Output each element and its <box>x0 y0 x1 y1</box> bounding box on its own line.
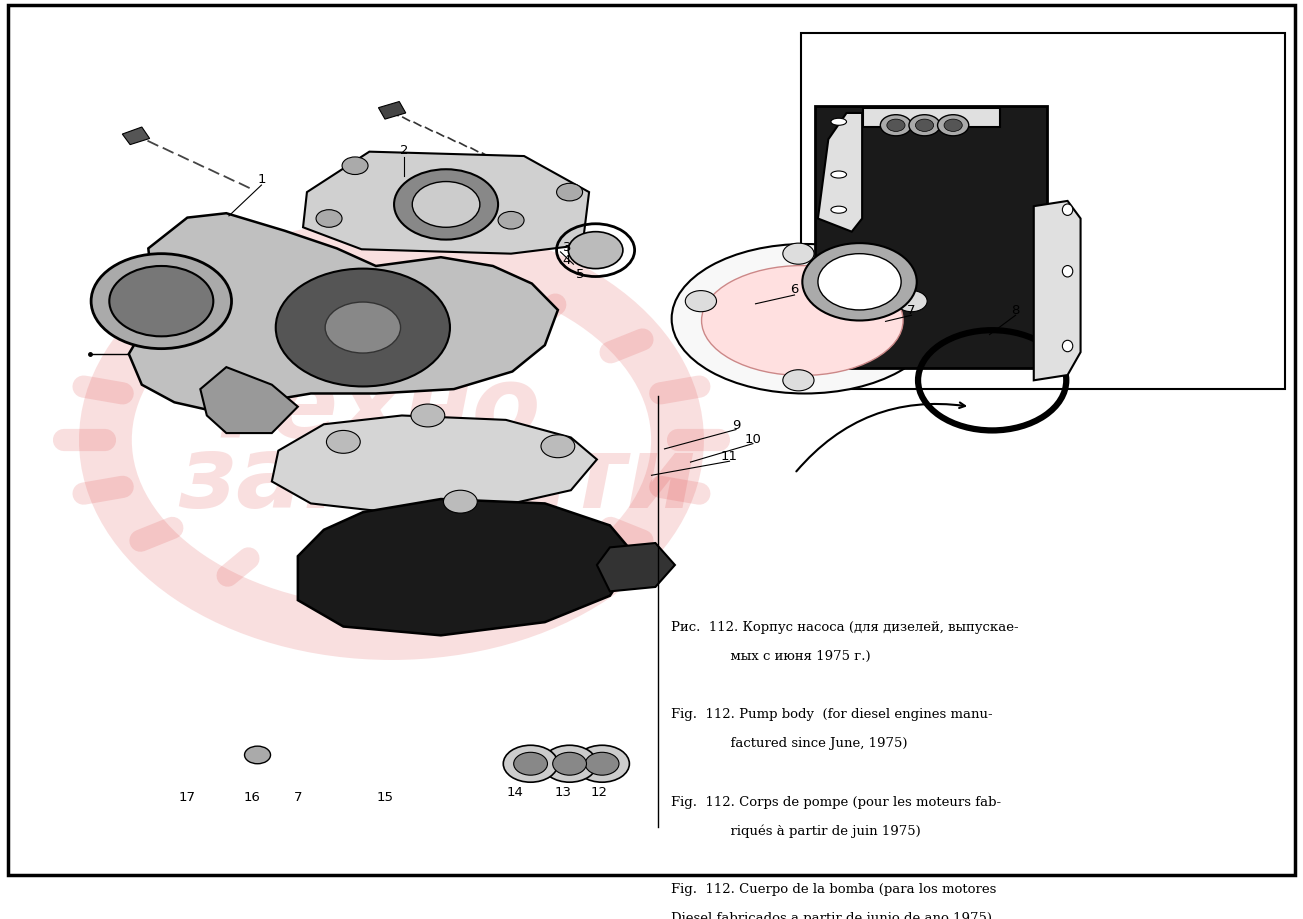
Circle shape <box>585 753 619 776</box>
Ellipse shape <box>831 119 847 126</box>
Circle shape <box>818 255 902 311</box>
Circle shape <box>327 431 360 454</box>
Ellipse shape <box>1062 341 1072 352</box>
Circle shape <box>909 116 941 137</box>
Circle shape <box>556 184 582 201</box>
Circle shape <box>410 404 444 427</box>
Text: 7: 7 <box>907 304 916 317</box>
Ellipse shape <box>1062 205 1072 216</box>
Polygon shape <box>272 416 597 513</box>
Ellipse shape <box>1062 267 1072 278</box>
Text: Fig.  112. Cuerpo de la bomba (para los motores: Fig. 112. Cuerpo de la bomba (para los m… <box>671 881 997 894</box>
Circle shape <box>343 158 367 176</box>
Circle shape <box>443 491 477 514</box>
Circle shape <box>783 370 814 391</box>
Circle shape <box>513 753 547 776</box>
Text: 4: 4 <box>563 254 571 267</box>
Text: 2: 2 <box>400 144 409 157</box>
Circle shape <box>326 302 400 354</box>
Text: Fig.  112. Corps de pompe (pour les moteurs fab-: Fig. 112. Corps de pompe (pour les moteu… <box>671 795 1001 808</box>
Circle shape <box>317 210 343 228</box>
Ellipse shape <box>831 207 847 214</box>
Polygon shape <box>122 128 150 145</box>
Text: 3: 3 <box>563 241 571 254</box>
Circle shape <box>568 233 623 269</box>
Circle shape <box>245 746 271 764</box>
Text: 13: 13 <box>555 786 572 799</box>
Text: Техно: Техно <box>203 361 541 459</box>
Text: 12: 12 <box>592 786 609 799</box>
Circle shape <box>498 212 524 230</box>
Text: 10: 10 <box>744 432 761 446</box>
Text: Fig.  112. Pump body  (for diesel engines manu-: Fig. 112. Pump body (for diesel engines … <box>671 708 993 720</box>
Circle shape <box>541 436 575 459</box>
Polygon shape <box>304 153 589 255</box>
Text: 17: 17 <box>179 790 195 803</box>
Text: 6: 6 <box>791 283 799 296</box>
Ellipse shape <box>671 244 938 394</box>
Circle shape <box>881 116 912 137</box>
Circle shape <box>803 244 917 321</box>
Text: 1: 1 <box>257 173 266 186</box>
Circle shape <box>945 120 962 132</box>
Polygon shape <box>597 543 675 592</box>
Polygon shape <box>378 102 405 120</box>
FancyBboxPatch shape <box>801 34 1285 390</box>
Text: 8: 8 <box>1011 304 1020 317</box>
FancyBboxPatch shape <box>864 108 999 128</box>
Circle shape <box>91 255 232 349</box>
Text: 15: 15 <box>377 790 394 803</box>
Text: 11: 11 <box>721 450 737 463</box>
Circle shape <box>412 182 480 228</box>
Text: запчасти: запчасти <box>177 432 696 528</box>
Text: factured since June, 1975): factured since June, 1975) <box>671 737 907 750</box>
Text: Diesel fabricados a partir de junio de ano 1975): Diesel fabricados a partir de junio de a… <box>671 911 992 919</box>
Circle shape <box>938 116 968 137</box>
FancyBboxPatch shape <box>816 107 1046 369</box>
Ellipse shape <box>831 172 847 179</box>
Circle shape <box>542 745 597 782</box>
Circle shape <box>783 244 814 265</box>
Text: 5: 5 <box>576 267 584 280</box>
Ellipse shape <box>701 267 903 376</box>
Circle shape <box>685 291 717 312</box>
Circle shape <box>916 120 934 132</box>
Text: 14: 14 <box>507 786 524 799</box>
Text: 9: 9 <box>732 418 740 431</box>
Circle shape <box>394 170 498 241</box>
Circle shape <box>109 267 214 337</box>
Text: Рис.  112. Корпус насоса (для дизелей, выпускае-: Рис. 112. Корпус насоса (для дизелей, вы… <box>671 620 1019 634</box>
Text: 7: 7 <box>293 790 302 803</box>
Polygon shape <box>201 368 298 434</box>
Circle shape <box>896 291 928 312</box>
Circle shape <box>276 269 450 387</box>
Text: мых с июня 1975 г.): мых с июня 1975 г.) <box>671 650 870 663</box>
Text: 16: 16 <box>244 790 261 803</box>
Polygon shape <box>129 214 558 412</box>
Circle shape <box>503 745 558 782</box>
Polygon shape <box>818 114 863 233</box>
Circle shape <box>552 753 586 776</box>
Polygon shape <box>298 500 636 636</box>
Polygon shape <box>1033 201 1080 380</box>
Circle shape <box>887 120 906 132</box>
Text: riqués à partir de juin 1975): riqués à partir de juin 1975) <box>671 823 921 837</box>
Circle shape <box>575 745 629 782</box>
